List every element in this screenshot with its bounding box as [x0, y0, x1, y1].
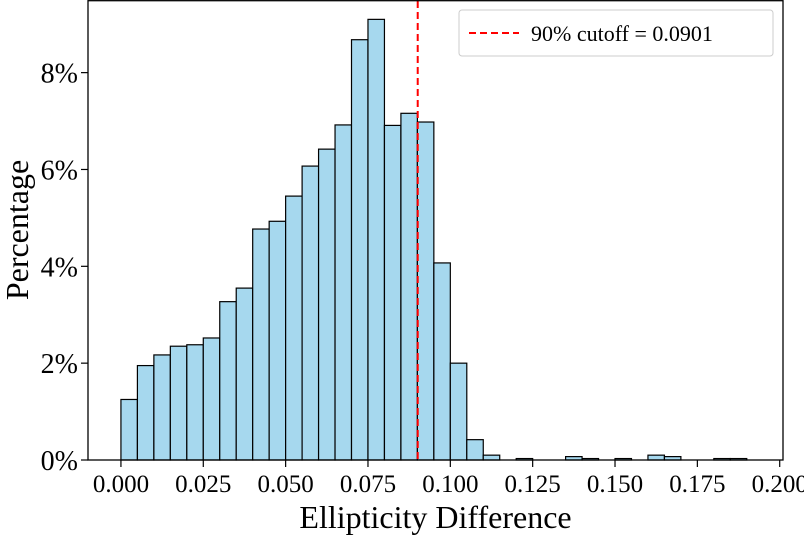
- histogram-bar: [647, 454, 666, 461]
- histogram-bar: [400, 112, 418, 461]
- histogram-bars: [120, 18, 748, 461]
- x-tick-label: 0.075: [340, 471, 396, 498]
- x-tick-label: 0.000: [93, 471, 149, 498]
- histogram-bar: [416, 121, 435, 461]
- histogram-bar: [252, 228, 270, 461]
- y-tick-label: 0%: [41, 446, 78, 477]
- y-axis-ticks: 0% 2% 4% 6% 8%: [41, 59, 88, 477]
- histogram-bar: [285, 195, 303, 461]
- y-tick-label: 6%: [41, 155, 78, 186]
- histogram-bar: [383, 124, 402, 461]
- legend-box: [458, 9, 774, 57]
- histogram-bar: [202, 337, 221, 461]
- histogram-bar: [367, 18, 386, 461]
- x-tick-label: 0.100: [422, 471, 478, 498]
- histogram-bar: [268, 220, 287, 461]
- x-tick-label: 0.150: [587, 471, 643, 498]
- y-tick-label: 4%: [41, 252, 78, 283]
- histogram-bar: [334, 124, 353, 461]
- x-tick-label: 0.025: [175, 471, 231, 498]
- histogram-bar: [153, 354, 171, 461]
- x-tick-label: 0.200: [752, 471, 804, 498]
- histogram-bar: [235, 287, 254, 461]
- legend: 90% cutoff = 0.0901: [458, 9, 774, 57]
- plot-frame: [87, 0, 784, 461]
- x-tick-label: 0.125: [505, 471, 561, 498]
- histogram-bar: [433, 262, 451, 461]
- histogram-bar: [350, 39, 369, 461]
- x-axis-ticks: 0.000 0.025 0.050 0.075 0.100 0.125 0.150 0.175…: [93, 460, 804, 498]
- histogram-bar: [186, 344, 204, 461]
- x-tick-label: 0.175: [669, 471, 725, 498]
- histogram-bar: [301, 165, 320, 461]
- y-tick-label: 8%: [41, 59, 78, 90]
- y-tick-label: 2%: [41, 349, 78, 380]
- y-axis-label: Percentage: [0, 160, 35, 300]
- histogram-bar: [482, 454, 501, 461]
- legend-cutoff-label: 90% cutoff = 0.0901: [531, 21, 713, 46]
- x-tick-label: 0.050: [258, 471, 314, 498]
- histogram-bar: [466, 439, 484, 461]
- x-axis-label: Ellipticity Difference: [299, 499, 571, 535]
- histogram-bar: [449, 362, 468, 461]
- histogram-bar: [317, 148, 336, 461]
- histogram-bar: [136, 364, 155, 461]
- histogram-bar: [169, 345, 188, 461]
- histogram-bar: [219, 301, 237, 461]
- histogram-bar: [120, 398, 139, 461]
